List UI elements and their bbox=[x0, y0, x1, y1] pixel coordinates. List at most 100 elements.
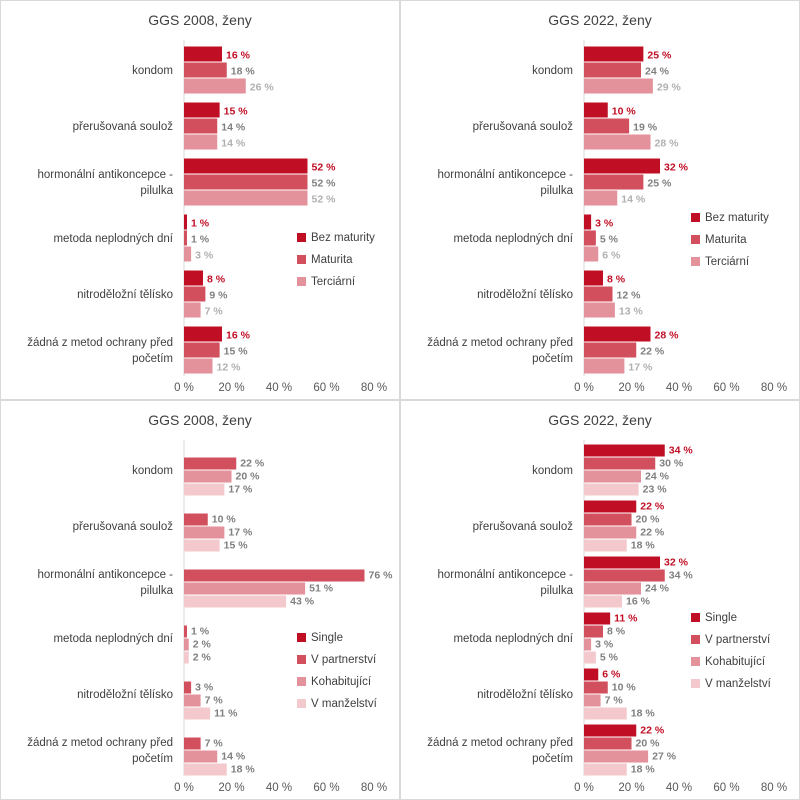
legend-swatch bbox=[297, 233, 306, 242]
legend-swatch bbox=[297, 699, 306, 708]
x-tick-label: 20 % bbox=[618, 382, 644, 394]
data-label: 52 % bbox=[312, 178, 337, 190]
legend-swatch bbox=[297, 633, 306, 642]
data-label: 28 % bbox=[655, 138, 680, 150]
bar-maturita bbox=[584, 62, 641, 78]
bar-v-partnerstvi bbox=[584, 681, 608, 694]
chart-title: GGS 2008, ženy bbox=[148, 412, 252, 428]
bar-bez-maturity bbox=[584, 46, 644, 62]
legend-swatch bbox=[297, 255, 306, 264]
data-label: 32 % bbox=[664, 162, 689, 174]
data-label: 8 % bbox=[607, 274, 626, 286]
data-label: 16 % bbox=[626, 596, 651, 608]
bar-maturita bbox=[584, 286, 613, 302]
legend-label: Kohabitující bbox=[311, 676, 372, 688]
data-label: 1 % bbox=[191, 626, 210, 638]
x-tick-label: 40 % bbox=[666, 382, 692, 394]
bar-bez-maturity bbox=[184, 214, 187, 230]
bar-v-partnerstvi bbox=[184, 513, 208, 526]
bar-kohabitujici bbox=[584, 694, 601, 707]
panel-ggs2008-education: GGS 2008, ženy 0 % 20 % 40 % 60 % 80 % kondom 1… bbox=[0, 0, 400, 400]
legend-swatch bbox=[691, 679, 700, 688]
data-label: 17 % bbox=[228, 527, 253, 539]
bar-v-manzelstvi bbox=[584, 539, 627, 552]
category-label: přerušovaná soulož bbox=[473, 521, 574, 533]
data-label: 25 % bbox=[647, 178, 672, 190]
x-tick-label: 60 % bbox=[313, 382, 339, 394]
bar-v-manzelstvi bbox=[184, 595, 287, 608]
legend-swatch bbox=[297, 655, 306, 664]
bar-terciarni bbox=[184, 190, 308, 206]
legend-label: V manželství bbox=[311, 698, 378, 710]
category-label: pilulka bbox=[540, 585, 573, 597]
chart-title: GGS 2022, ženy bbox=[548, 412, 652, 428]
data-label: 13 % bbox=[619, 306, 644, 318]
bar-v-manzelstvi bbox=[584, 763, 627, 776]
data-label: 5 % bbox=[600, 234, 619, 246]
bar-kohabitujici bbox=[184, 470, 232, 483]
bar-kohabitujici bbox=[584, 582, 641, 595]
data-label: 1 % bbox=[191, 234, 210, 246]
bar-v-partnerstvi bbox=[184, 457, 237, 470]
panel-ggs2022-partnership: GGS 2022, ženy 0 % 20 % 40 % 60 % 80 % kondom 3… bbox=[400, 400, 800, 800]
data-label: 43 % bbox=[290, 596, 315, 608]
data-label: 2 % bbox=[193, 652, 212, 664]
category-label: nitroděložní tělísko bbox=[477, 289, 573, 301]
category-label: početím bbox=[132, 753, 173, 765]
data-label: 18 % bbox=[231, 764, 256, 776]
legend-swatch bbox=[691, 235, 700, 244]
category-label: nitroděložní tělísko bbox=[477, 689, 573, 701]
data-label: 16 % bbox=[226, 330, 251, 342]
bar-terciarni bbox=[584, 358, 625, 374]
category-label: metoda neplodných dní bbox=[453, 233, 573, 245]
category-label: hormonální antikoncepce - bbox=[37, 569, 173, 581]
category-label: početím bbox=[132, 353, 173, 365]
bar-v-manzelstvi bbox=[184, 763, 227, 776]
data-label: 34 % bbox=[669, 570, 694, 582]
data-label: 7 % bbox=[205, 306, 224, 318]
data-label: 9 % bbox=[209, 290, 228, 302]
data-label: 52 % bbox=[312, 194, 337, 206]
bar-kohabitujici bbox=[184, 582, 306, 595]
bar-v-partnerstvi bbox=[584, 513, 632, 526]
category-label: žádná z metod ochrany před bbox=[27, 337, 173, 349]
data-label: 15 % bbox=[224, 540, 249, 552]
bar-bez-maturity bbox=[584, 214, 592, 230]
data-label: 18 % bbox=[631, 764, 656, 776]
data-label: 6 % bbox=[602, 250, 621, 262]
data-label: 3 % bbox=[195, 250, 214, 262]
bar-terciarni bbox=[584, 246, 599, 262]
category-label: nitroděložní tělísko bbox=[77, 689, 173, 701]
bar-maturita bbox=[184, 118, 218, 134]
bar-single bbox=[584, 556, 660, 569]
bar-bez-maturity bbox=[184, 102, 220, 118]
category-label: kondom bbox=[132, 465, 173, 477]
data-label: 22 % bbox=[640, 346, 665, 358]
data-label: 19 % bbox=[633, 122, 658, 134]
x-tick-label: 20 % bbox=[618, 782, 644, 794]
bar-maturita bbox=[184, 286, 206, 302]
legend-label: Single bbox=[311, 632, 343, 644]
chart-title: GGS 2022, ženy bbox=[548, 12, 652, 28]
bar-maturita bbox=[184, 342, 220, 358]
legend-swatch bbox=[691, 635, 700, 644]
bar-bez-maturity bbox=[584, 326, 651, 342]
data-label: 34 % bbox=[669, 445, 694, 457]
data-label: 24 % bbox=[645, 66, 670, 78]
bar-v-partnerstvi bbox=[584, 457, 656, 470]
x-tick-label: 40 % bbox=[266, 382, 292, 394]
data-label: 3 % bbox=[195, 682, 214, 694]
bar-terciarni bbox=[584, 134, 651, 150]
bar-kohabitujici bbox=[584, 638, 592, 651]
legend-label: Single bbox=[705, 612, 737, 624]
category-label: hormonální antikoncepce - bbox=[437, 169, 573, 181]
legend-label: V manželství bbox=[705, 678, 772, 690]
legend-label: Kohabitující bbox=[705, 656, 766, 668]
legend-swatch bbox=[297, 677, 306, 686]
bar-bez-maturity bbox=[184, 46, 222, 62]
category-label: metoda neplodných dní bbox=[53, 633, 173, 645]
category-label: kondom bbox=[132, 65, 173, 77]
data-label: 6 % bbox=[602, 669, 621, 681]
data-label: 25 % bbox=[647, 50, 672, 62]
data-label: 29 % bbox=[657, 82, 682, 94]
